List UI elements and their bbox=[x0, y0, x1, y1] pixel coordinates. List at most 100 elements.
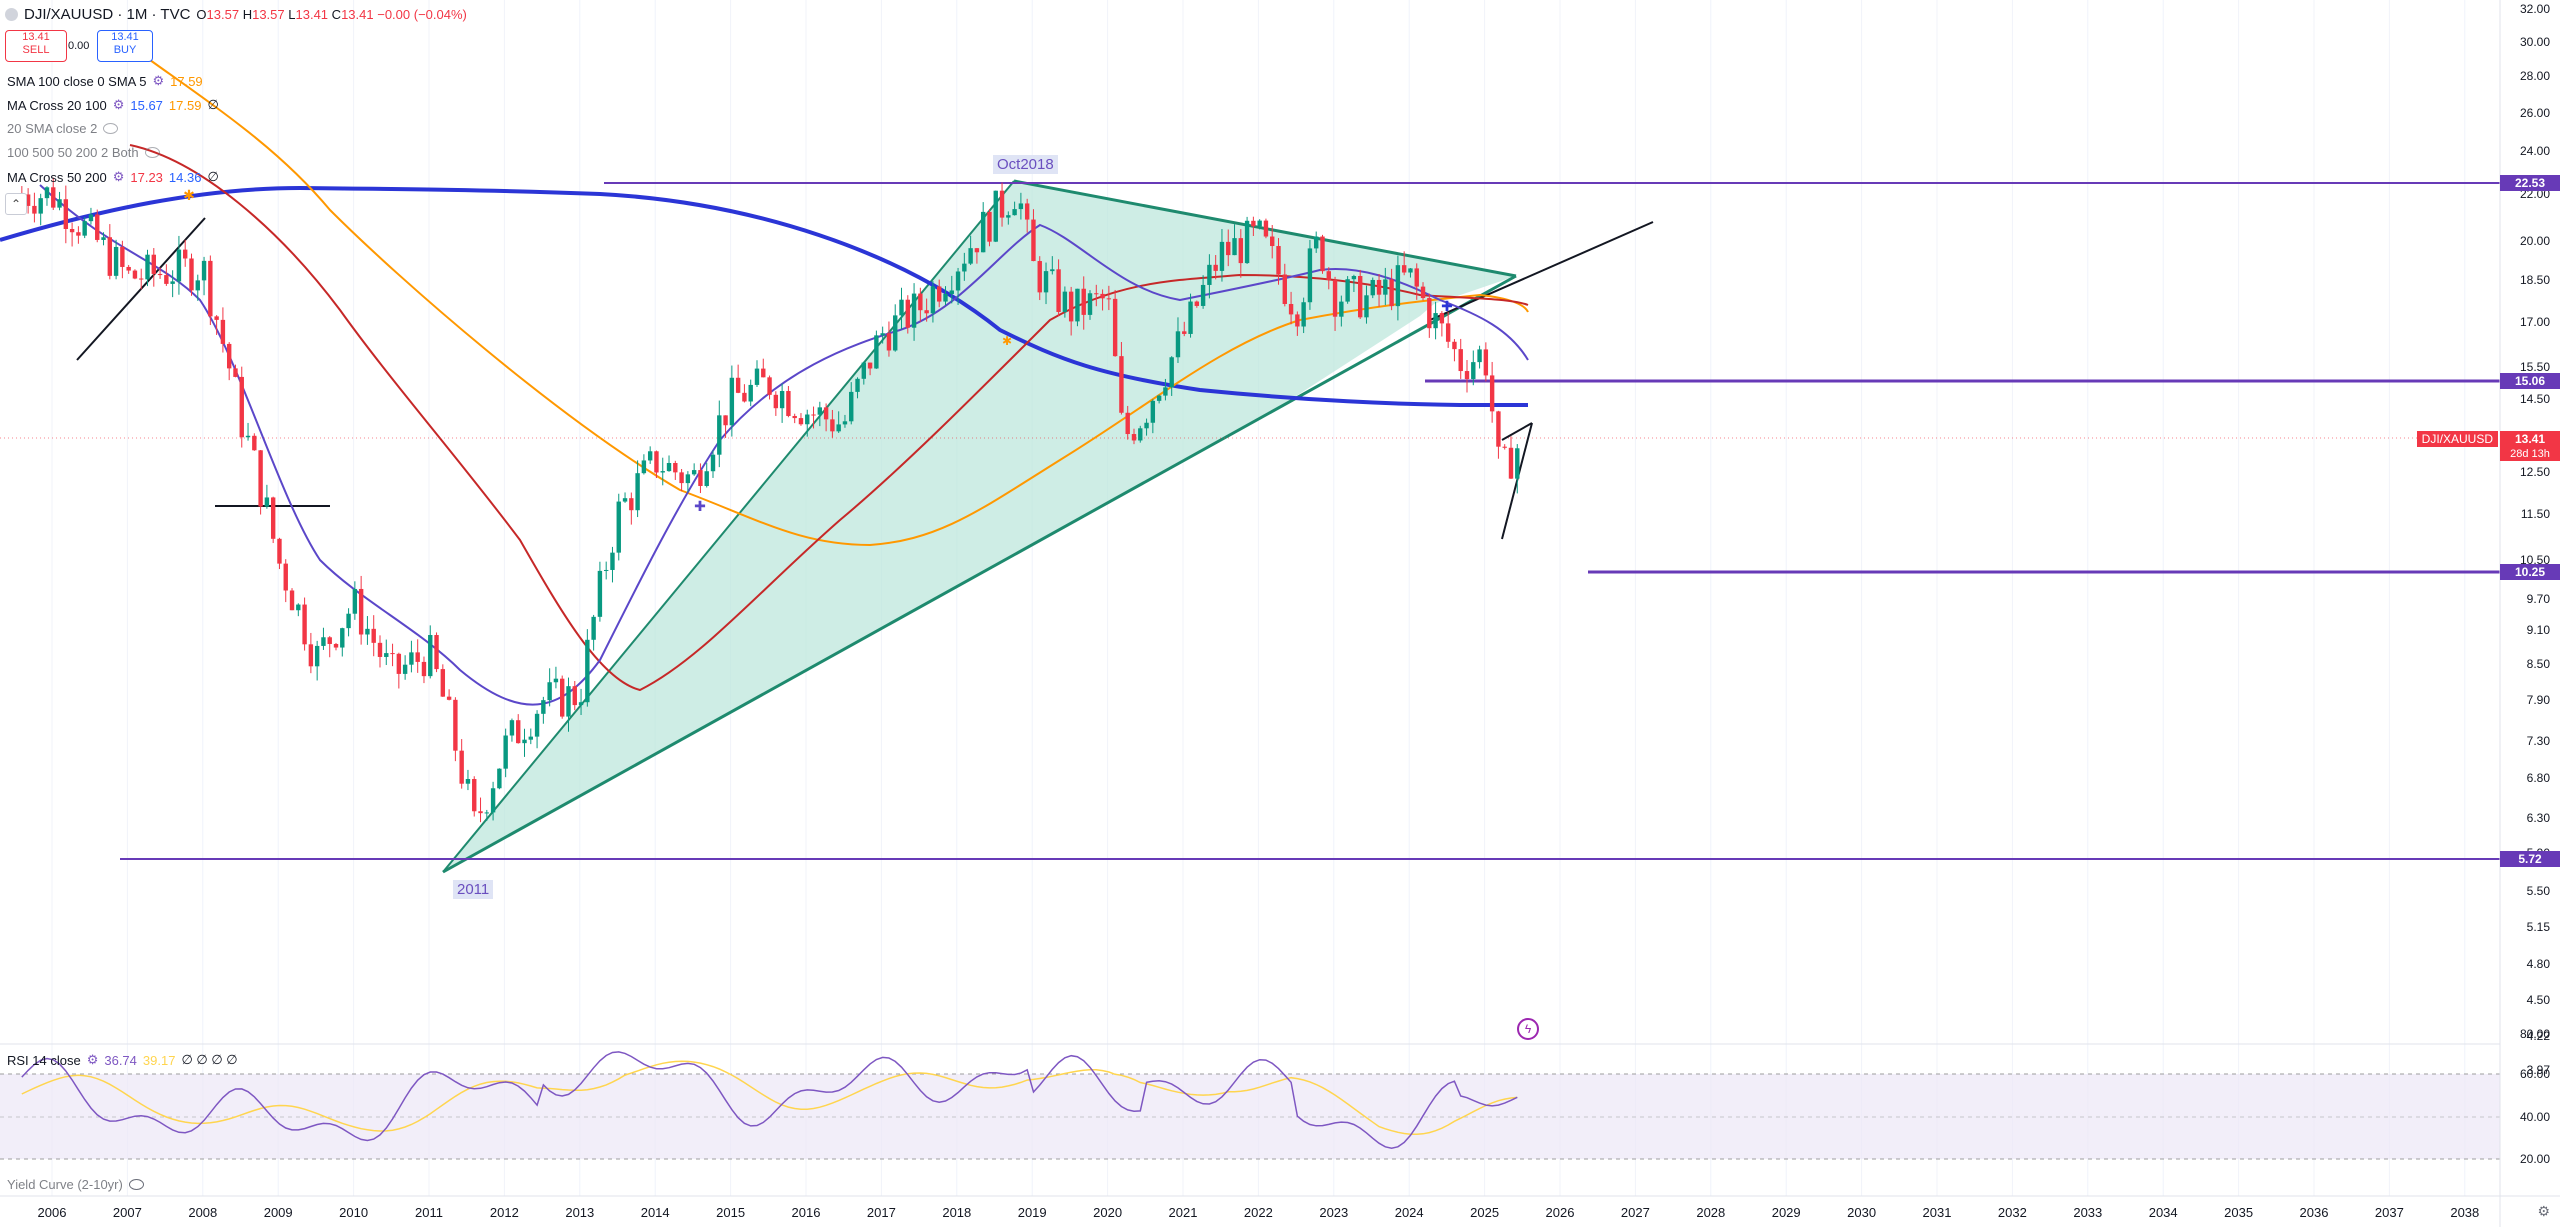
candle-body[interactable] bbox=[1251, 220, 1256, 227]
candle-body[interactable] bbox=[1508, 447, 1514, 479]
candle-body[interactable] bbox=[1106, 298, 1112, 300]
candle-body[interactable] bbox=[1213, 264, 1218, 271]
candle-body[interactable] bbox=[949, 290, 954, 294]
candle-body[interactable] bbox=[1401, 265, 1407, 273]
candle-body[interactable] bbox=[773, 394, 779, 409]
candle-body[interactable] bbox=[415, 652, 420, 662]
candle-body[interactable] bbox=[1288, 303, 1294, 315]
candle-body[interactable] bbox=[603, 569, 609, 571]
candle-body[interactable] bbox=[321, 637, 326, 646]
candle-body[interactable] bbox=[698, 470, 703, 486]
candle-body[interactable] bbox=[371, 628, 376, 643]
settings-icon[interactable]: ⚙ bbox=[86, 1052, 99, 1067]
candle-body[interactable] bbox=[1037, 261, 1042, 293]
ma50-line[interactable] bbox=[129, 144, 1529, 692]
indicator-100-500[interactable]: 100 500 50 200 2 Both bbox=[7, 145, 160, 160]
candle-body[interactable] bbox=[1068, 291, 1074, 322]
candle-body[interactable] bbox=[1125, 412, 1130, 435]
candle-body[interactable] bbox=[289, 590, 295, 611]
candle-body[interactable] bbox=[340, 628, 345, 648]
candle-body[interactable] bbox=[51, 187, 56, 208]
candle-body[interactable] bbox=[402, 664, 408, 674]
candle-body[interactable] bbox=[968, 248, 973, 264]
candle-body[interactable] bbox=[924, 310, 929, 314]
candle-body[interactable] bbox=[283, 563, 288, 591]
candle-body[interactable] bbox=[1050, 269, 1055, 272]
candle-body[interactable] bbox=[767, 377, 772, 395]
candle-body[interactable] bbox=[962, 263, 967, 272]
candle-body[interactable] bbox=[157, 273, 163, 276]
candle-body[interactable] bbox=[1496, 411, 1501, 447]
rsi-ma-line[interactable] bbox=[21, 1060, 1518, 1136]
sma100-line[interactable] bbox=[149, 59, 1529, 547]
candle-body[interactable] bbox=[880, 333, 885, 336]
candle-body[interactable] bbox=[1389, 279, 1394, 307]
candle-body[interactable] bbox=[1006, 215, 1011, 218]
candle-body[interactable] bbox=[1232, 238, 1237, 256]
candle-body[interactable] bbox=[233, 368, 238, 377]
candle-body[interactable] bbox=[208, 260, 213, 317]
candle-body[interactable] bbox=[57, 199, 62, 208]
candle-body[interactable] bbox=[874, 335, 879, 369]
candle-body[interactable] bbox=[779, 391, 785, 409]
candle-body[interactable] bbox=[1043, 271, 1049, 293]
candle-body[interactable] bbox=[1100, 293, 1105, 299]
candle-body[interactable] bbox=[384, 653, 389, 657]
yield-curve-legend[interactable]: Yield Curve (2-10yr) bbox=[7, 1177, 144, 1192]
candle-body[interactable] bbox=[82, 221, 87, 236]
eye-icon[interactable] bbox=[103, 123, 119, 134]
price-tag-10-25[interactable]: 10.25 bbox=[2500, 564, 2560, 580]
candle-body[interactable] bbox=[1150, 400, 1156, 423]
candle-body[interactable] bbox=[855, 378, 860, 392]
candle-body[interactable] bbox=[164, 275, 169, 284]
candle-body[interactable] bbox=[735, 377, 741, 393]
candle-body[interactable] bbox=[1420, 286, 1426, 299]
candle-body[interactable] bbox=[980, 211, 986, 253]
candle-body[interactable] bbox=[849, 391, 854, 422]
candle-body[interactable] bbox=[346, 613, 351, 629]
price-tag-5-72[interactable]: 5.72 bbox=[2500, 851, 2560, 867]
candle-body[interactable] bbox=[1357, 275, 1363, 318]
candle-body[interactable] bbox=[1138, 428, 1143, 441]
candle-body[interactable] bbox=[314, 645, 320, 667]
candle-body[interactable] bbox=[1414, 268, 1419, 287]
candle-body[interactable] bbox=[861, 362, 867, 379]
candle-body[interactable] bbox=[1408, 268, 1413, 273]
candle-body[interactable] bbox=[76, 232, 81, 236]
candle-body[interactable] bbox=[302, 604, 307, 645]
candle-body[interactable] bbox=[270, 497, 276, 539]
candle-body[interactable] bbox=[660, 471, 665, 473]
candle-body[interactable] bbox=[327, 637, 332, 644]
price-tag-15-06[interactable]: 15.06 bbox=[2500, 373, 2560, 389]
candle-body[interactable] bbox=[1489, 375, 1495, 412]
candle-body[interactable] bbox=[742, 392, 747, 402]
candle-body[interactable] bbox=[1295, 314, 1300, 327]
candle-body[interactable] bbox=[1244, 220, 1250, 264]
candle-body[interactable] bbox=[811, 414, 816, 416]
candle-body[interactable] bbox=[1515, 448, 1520, 479]
gear-icon[interactable]: ⚙ bbox=[2537, 1203, 2550, 1219]
candle-body[interactable] bbox=[1163, 387, 1168, 396]
candle-body[interactable] bbox=[484, 812, 490, 814]
candle-body[interactable] bbox=[654, 451, 659, 473]
candle-body[interactable] bbox=[1314, 236, 1319, 249]
candle-body[interactable] bbox=[365, 628, 370, 635]
candle-body[interactable] bbox=[1464, 371, 1470, 380]
candle-body[interactable] bbox=[691, 470, 697, 475]
chevron-up-icon[interactable]: ⌃ bbox=[5, 193, 27, 215]
candle-body[interactable] bbox=[1270, 236, 1275, 247]
candle-body[interactable] bbox=[685, 474, 691, 484]
candle-body[interactable] bbox=[591, 616, 596, 640]
candle-body[interactable] bbox=[748, 384, 753, 402]
candle-body[interactable] bbox=[1458, 349, 1463, 372]
candle-body[interactable] bbox=[226, 343, 232, 369]
candle-body[interactable] bbox=[993, 190, 998, 242]
candle-body[interactable] bbox=[553, 678, 559, 683]
candle-body[interactable] bbox=[1257, 220, 1262, 227]
current-price-tag[interactable]: 13.41 bbox=[2500, 431, 2560, 447]
rsi-line[interactable] bbox=[21, 1051, 1518, 1149]
candle-body[interactable] bbox=[1326, 271, 1331, 281]
candle-body[interactable] bbox=[101, 237, 106, 240]
candle-body[interactable] bbox=[264, 497, 270, 507]
candle-body[interactable] bbox=[1156, 395, 1162, 401]
